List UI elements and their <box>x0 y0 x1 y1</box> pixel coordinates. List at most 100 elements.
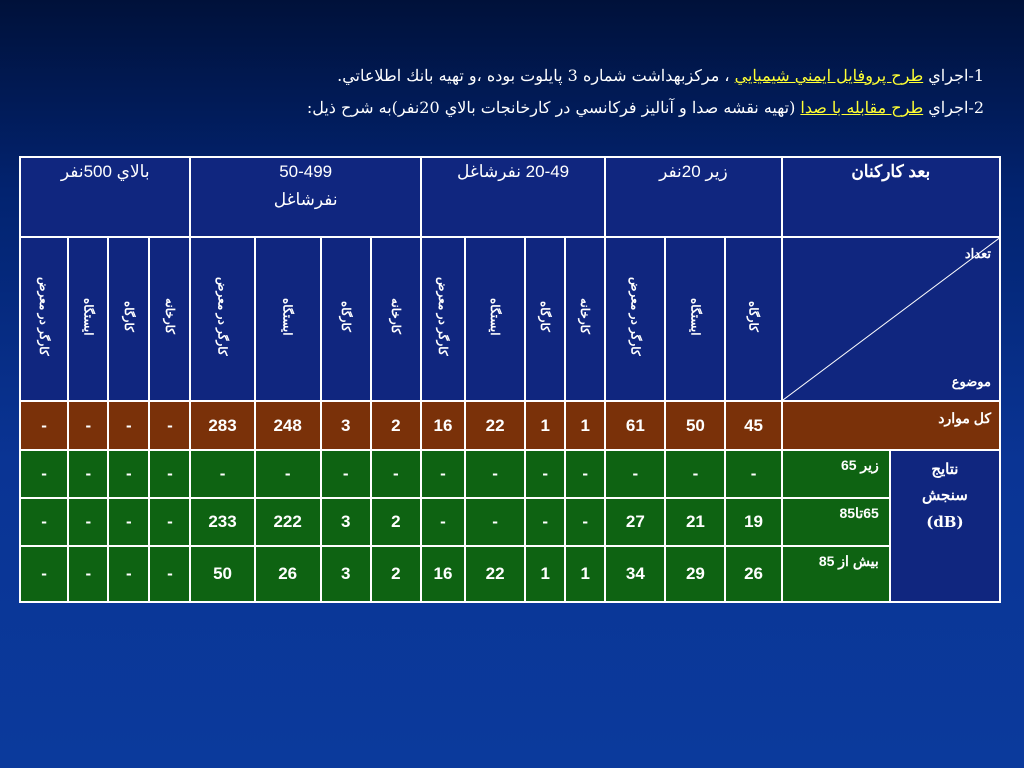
table-cell: 26 <box>724 545 783 603</box>
corner-top-label: تعداد <box>964 246 991 261</box>
total-row-label: کل موارد <box>780 400 1002 451</box>
diagonal-corner-cell: تعداد موضوع <box>780 236 1002 402</box>
sub-header: کارخانه <box>148 236 192 402</box>
sub-header: ايستگاه <box>464 236 527 402</box>
intro-line-2-rest: (تهيه نقشه صدا و آناليز فرکانسي در کارخا… <box>306 98 801 117</box>
table-cell: - <box>67 497 110 547</box>
result-row-label: 65تا85 <box>780 497 891 547</box>
sub-header: کارگر در معرض <box>189 236 256 402</box>
sub-header: کارگر در معرض <box>604 236 667 402</box>
table-cell: 1 <box>524 545 567 603</box>
group-header-20-49: 20-49 نفرشاغل <box>419 156 607 238</box>
table-cell: 34 <box>604 545 667 603</box>
table-cell: - <box>253 449 322 499</box>
table-cell: - <box>524 449 567 499</box>
table-cell: 22 <box>464 400 527 451</box>
noise-control-plan-link[interactable]: طرح مقابله با صدا <box>800 98 924 117</box>
table-cell: 1 <box>524 400 567 451</box>
table-cell: 61 <box>604 400 667 451</box>
table-cell: 2 <box>369 545 422 603</box>
table-cell: - <box>419 497 467 547</box>
results-group-line3: (dB) <box>926 513 964 531</box>
table-cell: 1 <box>564 545 607 603</box>
table-cell: 50 <box>189 545 256 603</box>
table-cell: - <box>524 497 567 547</box>
table-cell: - <box>148 449 192 499</box>
sub-header: کارخانه <box>369 236 422 402</box>
table-cell: 16 <box>419 400 467 451</box>
intro-line-1-prefix: 1-اجراي <box>923 66 984 85</box>
table-cell: - <box>369 449 422 499</box>
table-cell: - <box>724 449 783 499</box>
sub-header: کارگاه <box>107 236 151 402</box>
result-row-65-85: 65تا85 19 21 27 - - - - 2 3 222 233 - - … <box>18 497 1000 547</box>
result-row-below-65: نتايج سنجش (dB) زير 65 - - - - - - - - -… <box>18 449 1002 603</box>
table-cell: 3 <box>319 400 372 451</box>
table-cell: 19 <box>724 497 783 547</box>
table-cell: 16 <box>419 545 467 603</box>
table-cell: - <box>18 497 70 547</box>
table-cell: - <box>107 497 151 547</box>
intro-line-2-prefix: 2-اجراي <box>923 98 984 117</box>
table-cell: 50 <box>664 400 727 451</box>
table-cell: - <box>419 449 467 499</box>
group-header-50-499-line2: نفرشاغل <box>273 190 338 209</box>
group-header-under-20: زير 20نفر <box>604 156 783 238</box>
table-cell: 22 <box>464 545 527 603</box>
table-cell: - <box>67 400 110 451</box>
table-cell: - <box>564 449 607 499</box>
table-cell: 248 <box>253 400 322 451</box>
table-cell: 283 <box>189 400 256 451</box>
result-row-label: بيش از 85 <box>780 545 891 603</box>
group-header-50-499: 50-499 نفرشاغل <box>189 156 422 238</box>
table-cell: 21 <box>664 497 727 547</box>
chemical-safety-profile-link[interactable]: طرح پروفايل ايمني شيميايي <box>734 66 924 85</box>
table-cell: - <box>148 400 192 451</box>
results-group-line1: نتايج <box>931 461 959 478</box>
table-cell: 233 <box>189 497 256 547</box>
group-header-50-499-line1: 50-499 <box>279 162 333 181</box>
table-cell: - <box>148 497 192 547</box>
table-cell: 29 <box>664 545 727 603</box>
table-cell: - <box>107 449 151 499</box>
table-cell: - <box>664 449 727 499</box>
sub-header: ايستگاه <box>67 236 110 402</box>
table-cell: 222 <box>253 497 322 547</box>
table-cell: - <box>464 497 527 547</box>
sub-header: کارگر در معرض <box>419 236 467 402</box>
table-cell: - <box>18 545 70 603</box>
table-cell: - <box>464 449 527 499</box>
table-cell: - <box>189 449 256 499</box>
table-cell: - <box>148 545 192 603</box>
table-cell: - <box>564 497 607 547</box>
table-cell: 2 <box>369 400 422 451</box>
results-group-label: نتايج سنجش (dB) <box>888 449 1002 603</box>
table-cell: 26 <box>253 545 322 603</box>
table-cell: - <box>319 449 372 499</box>
corner-header: بعد کارکنان <box>780 156 1002 238</box>
intro-line-1: 1-اجراي طرح پروفايل ايمني شيميايي ، مرکز… <box>84 60 984 92</box>
intro-line-1-rest: ، مرکزبهداشت شماره 3 پايلوت بوده ،و تهيه… <box>337 66 735 85</box>
table-cell: - <box>107 545 151 603</box>
sub-header: کارگر در معرض <box>18 236 70 402</box>
group-header-over-500: بالاي 500نفر <box>18 156 192 238</box>
sub-header: کارگاه <box>524 236 567 402</box>
intro-line-2: 2-اجراي طرح مقابله با صدا (تهيه نقشه صدا… <box>84 92 984 124</box>
group-header-row: بعد کارکنان زير 20نفر 20-49 نفرشاغل 50-4… <box>18 156 1002 238</box>
total-row: کل موارد 45 50 61 1 1 22 16 2 3 248 283 … <box>18 400 1002 451</box>
sub-header: ايستگاه <box>664 236 727 402</box>
table-cell: 27 <box>604 497 667 547</box>
table-cell: - <box>67 545 110 603</box>
table-cell: 3 <box>319 545 372 603</box>
table-cell: 1 <box>564 400 607 451</box>
table-cell: 2 <box>369 497 422 547</box>
sub-header: ايستگاه <box>253 236 322 402</box>
sub-header-row: تعداد موضوع کارگاه ايستگاه کارگر در معرض… <box>18 236 1002 402</box>
results-group-line2: سنجش <box>921 487 968 504</box>
table-cell: - <box>107 400 151 451</box>
result-row-label: زير 65 <box>780 449 891 499</box>
sub-header: کارخانه <box>564 236 607 402</box>
table-cell: - <box>18 449 70 499</box>
result-row-above-85: بيش از 85 26 29 34 1 1 22 16 2 3 26 50 -… <box>18 545 1000 603</box>
table-cell: - <box>18 400 70 451</box>
